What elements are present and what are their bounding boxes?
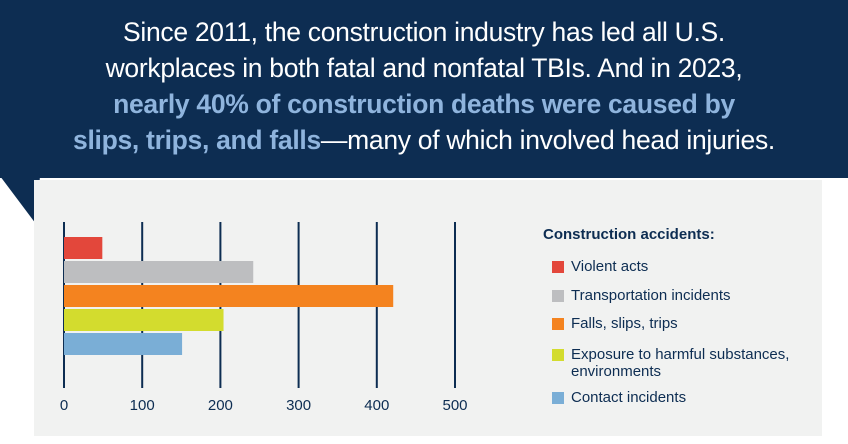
- bar-falls-slips-trips: [64, 285, 394, 307]
- headline-banner: [0, 0, 848, 178]
- headline-rest: —many of which involved head injuries.: [320, 125, 775, 155]
- x-tick-label-400: 400: [364, 397, 389, 414]
- legend-swatch: [552, 349, 564, 361]
- bar-transportation-incidents: [64, 261, 254, 283]
- legend-item: Violent acts: [552, 258, 822, 275]
- chart-panel: [34, 180, 822, 436]
- legend-item: Contact incidents: [552, 389, 822, 406]
- legend-item: Transportation incidents: [552, 287, 822, 304]
- x-tick-label-500: 500: [442, 397, 467, 414]
- x-tick-label-200: 200: [208, 397, 233, 414]
- legend-label: Transportation incidents: [571, 287, 731, 304]
- legend-label: Contact incidents: [571, 389, 687, 406]
- headline-line-3: nearly 40% of construction deaths were c…: [113, 89, 735, 119]
- legend-label: Violent acts: [571, 258, 649, 275]
- headline-line-4: slips, trips, and falls—many of which in…: [20, 122, 828, 158]
- bar-violent-acts: [64, 237, 103, 259]
- headline-text: Since 2011, the construction industry ha…: [20, 14, 828, 158]
- headline-line-1: Since 2011, the construction industry ha…: [123, 17, 725, 47]
- legend-title: Construction accidents:: [543, 226, 715, 243]
- x-tick-label-0: 0: [60, 397, 68, 414]
- legend-swatch: [552, 290, 564, 302]
- x-tick-label-100: 100: [130, 397, 155, 414]
- bar-exposure-to-harmful-substances-environments: [64, 309, 224, 331]
- headline-line-2: workplaces in both fatal and nonfatal TB…: [105, 53, 743, 83]
- legend-item: Falls, slips, trips: [552, 315, 822, 332]
- x-tick-label-300: 300: [286, 397, 311, 414]
- legend-swatch: [552, 261, 564, 273]
- legend-swatch: [552, 318, 564, 330]
- bar-contact-incidents: [64, 333, 183, 355]
- x-tick-labels: 0 100 200 300 400 500: [60, 397, 468, 414]
- legend-swatch: [552, 392, 564, 404]
- bars: [64, 237, 394, 355]
- legend-label: Falls, slips, trips: [571, 315, 678, 332]
- legend-label: Exposure to harmful substances, environm…: [571, 346, 790, 380]
- headline-highlight: slips, trips, and falls: [73, 125, 321, 155]
- legend-item: Exposure to harmful substances, environm…: [552, 346, 822, 380]
